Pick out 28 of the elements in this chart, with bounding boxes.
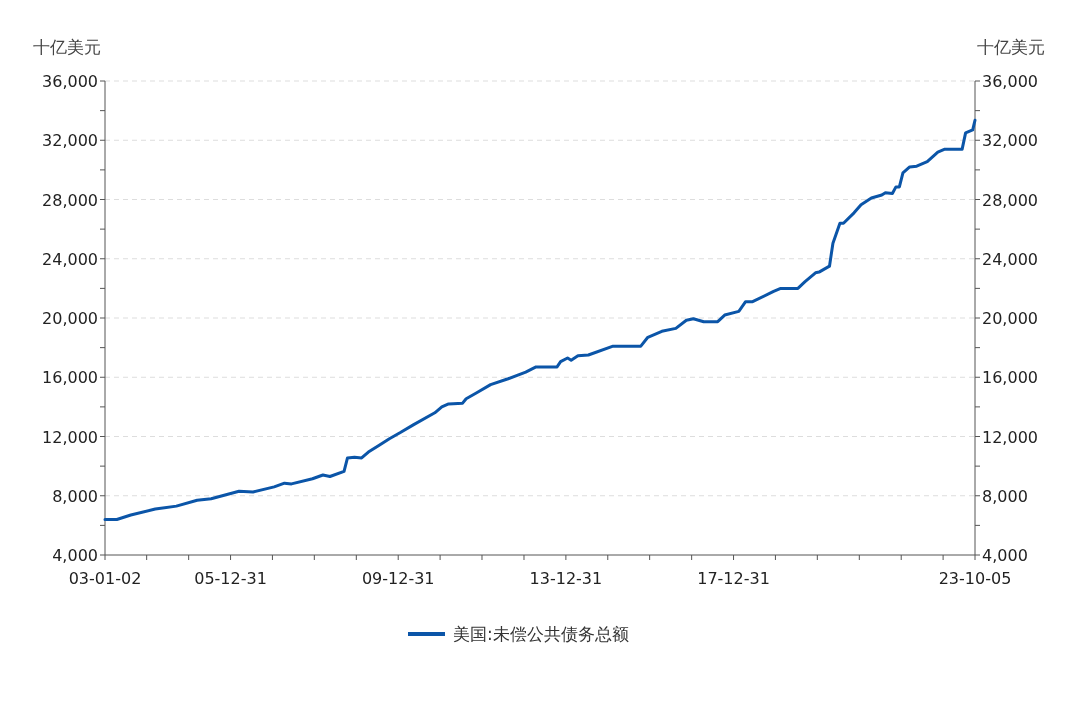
y-tick-label: 8,000 [52, 486, 98, 506]
y-tick-label: 24,000 [42, 249, 98, 269]
y2-axis-title: 十亿美元 [977, 37, 1045, 57]
y2-tick-label: 8,000 [982, 486, 1028, 506]
legend-label: 美国:未偿公共债务总额 [453, 624, 629, 644]
y2-tick-label: 16,000 [982, 368, 1038, 388]
y-tick-label: 28,000 [42, 190, 98, 210]
y-tick-label: 20,000 [42, 309, 98, 328]
y2-tick-label: 36,000 [982, 72, 1038, 91]
line-series [103, 118, 977, 521]
y2-tick-label: 32,000 [982, 131, 1038, 151]
x-tick-label: 03-01-02 [68, 569, 142, 588]
x-tick-label: 09-12-31 [361, 569, 435, 588]
y2-tick-label: 28,000 [982, 190, 1038, 210]
y-tick-label: 16,000 [42, 368, 98, 388]
y2-tick-label: 24,000 [982, 249, 1038, 269]
y2-tick-label: 20,000 [982, 309, 1038, 328]
y-axis-title: 十亿美元 [33, 37, 101, 57]
x-tick-label: 17-12-31 [697, 569, 770, 588]
y2-tick-label: 12,000 [982, 427, 1038, 447]
y-tick-label: 12,000 [42, 427, 98, 447]
x-tick-label: 23-10-05 [938, 569, 1012, 588]
x-tick-label: 05-12-31 [194, 569, 267, 588]
y-tick-label: 4,000 [52, 546, 98, 565]
y-tick-label: 36,000 [42, 72, 98, 91]
y-tick-label: 32,000 [42, 131, 98, 151]
x-tick-label: 13-12-31 [529, 569, 603, 588]
y2-tick-label: 4,000 [982, 546, 1028, 565]
